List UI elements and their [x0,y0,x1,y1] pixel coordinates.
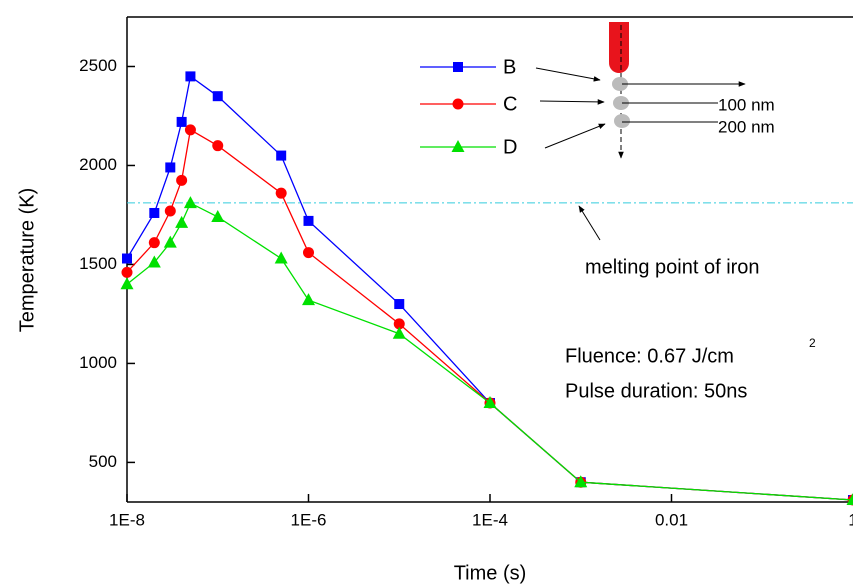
legend-label: D [503,136,517,158]
data-point [303,215,314,226]
x-tick-label: 1E-4 [472,510,508,529]
data-point [175,215,189,228]
data-point [121,266,133,278]
x-tick-label: 1 [848,510,853,529]
data-point [303,247,314,259]
legend-label: C [503,93,517,115]
inset-schematic [535,22,746,241]
x-tick-label: 0.01 [655,510,688,529]
legend-marker [452,98,464,110]
data-point [574,475,588,488]
legend-label: B [503,56,516,78]
y-axis-label: Temperature (K) [16,188,38,333]
data-point [302,293,315,306]
y-tick-label: 2500 [79,56,117,75]
reference-label: melting point of iron [585,256,760,278]
data-point [185,71,196,82]
data-point [212,140,224,152]
data-point [846,493,853,506]
data-point [211,209,225,222]
y-tick-label: 1500 [79,254,117,273]
data-point [393,318,405,330]
data-point [164,205,176,217]
y-tick-label: 2000 [79,155,117,174]
data-point [183,196,197,209]
x-tick-label: 1E-6 [291,510,327,529]
data-point [163,235,177,248]
series-line [126,128,853,501]
x-tick-label: 1E-8 [109,510,145,529]
x-axis-label: Time (s) [454,562,527,584]
series-line [126,202,853,501]
data-point [275,187,287,199]
series-line [126,75,853,501]
y-tick-label: 1000 [79,353,117,372]
annotation: Fluence: 0.67 J/cm [565,345,734,367]
data-point [184,124,196,136]
data-point [149,207,160,218]
inset-label: 100 nm [718,95,775,114]
data-point [176,116,187,127]
data-point [276,150,287,161]
inset-label: 200 nm [718,117,775,136]
data-point [165,162,176,173]
legend-marker [453,62,463,72]
data-point [483,396,497,409]
annotation-superscript: 2 [809,336,816,350]
data-point [147,255,161,268]
data-point [394,299,405,310]
data-point [392,326,406,339]
data-point [176,174,188,186]
data-point [148,237,160,249]
annotation: Pulse duration: 50ns [565,380,747,402]
legend-marker [451,140,465,152]
data-point [120,277,134,290]
data-point [122,253,132,264]
data-point [212,91,223,102]
y-tick-label: 500 [89,452,117,471]
data-point [274,251,288,264]
